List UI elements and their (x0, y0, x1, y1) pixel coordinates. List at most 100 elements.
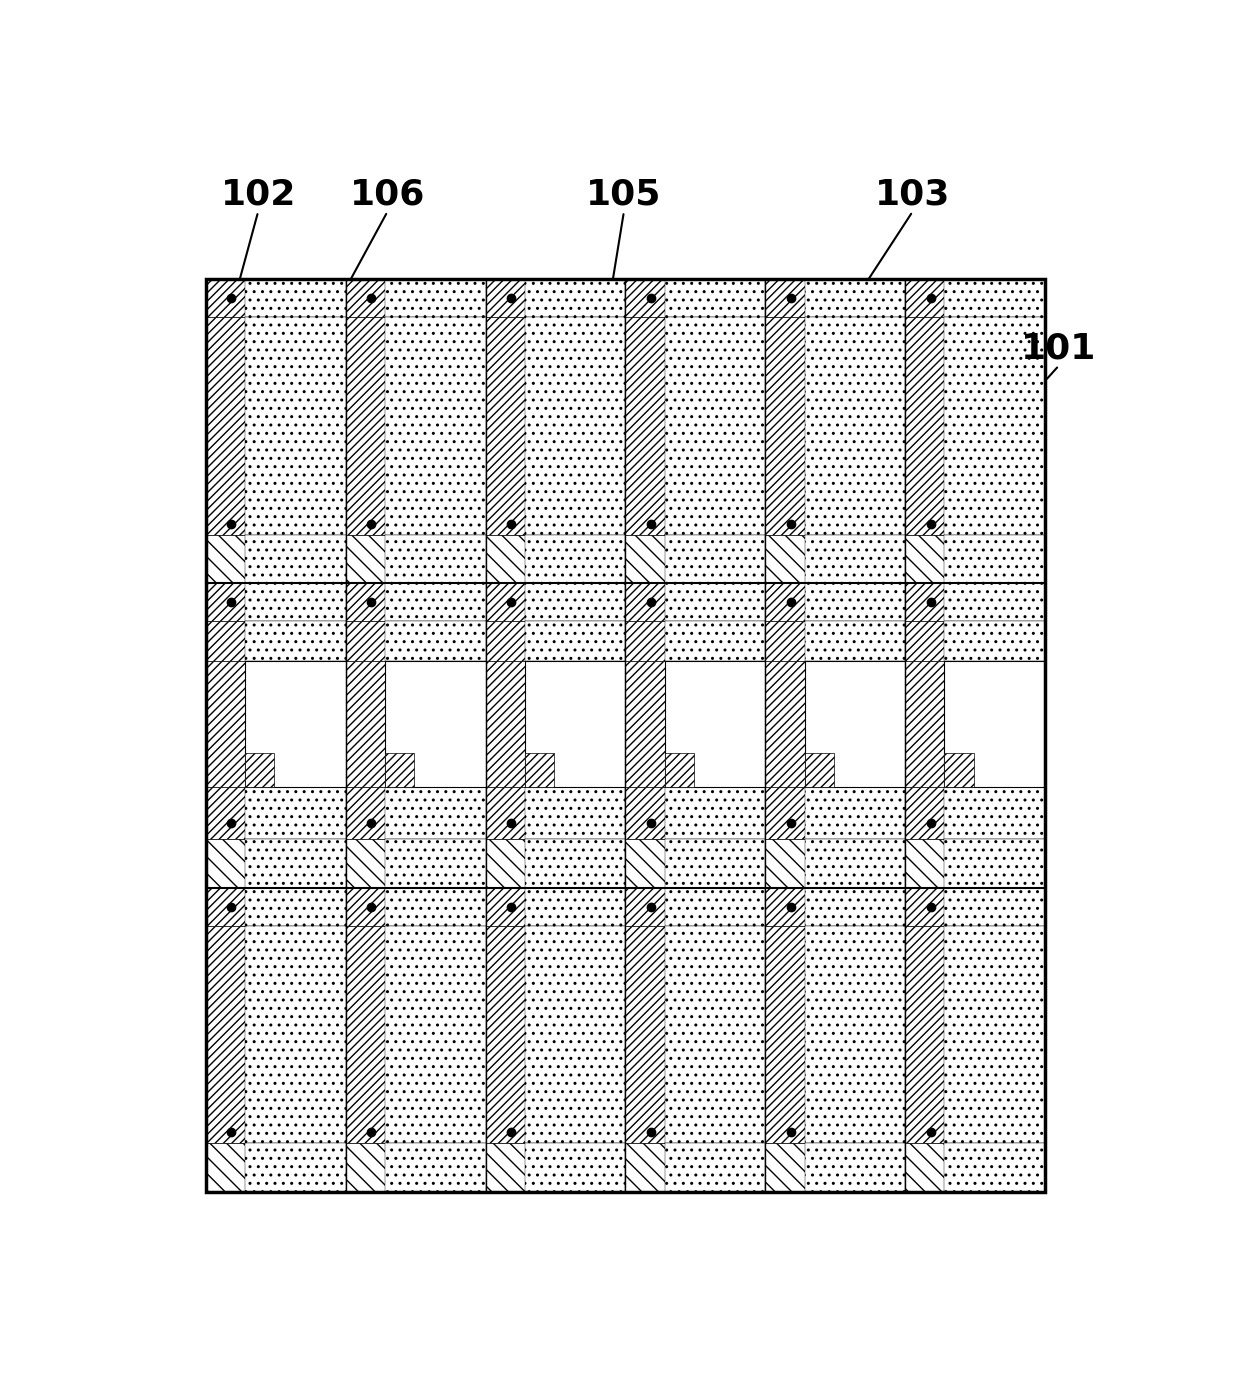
Bar (905, 661, 945, 786)
Bar (206, 839, 246, 888)
Bar (346, 925, 384, 1143)
Text: 105: 105 (587, 178, 662, 212)
Bar (765, 925, 805, 1143)
Bar (665, 317, 765, 534)
Bar (945, 280, 1045, 317)
Bar (525, 786, 625, 839)
Bar (206, 280, 246, 317)
Bar (246, 753, 274, 786)
Bar (805, 925, 905, 1143)
Bar (384, 753, 414, 786)
Bar (346, 584, 384, 621)
Bar (206, 584, 246, 621)
Bar (206, 925, 246, 1143)
Bar (525, 888, 625, 925)
Bar (486, 621, 525, 661)
Bar (945, 621, 1045, 661)
Bar (805, 534, 905, 584)
Bar (625, 1143, 665, 1191)
Text: 106: 106 (350, 178, 425, 212)
Bar (665, 753, 694, 786)
Bar (346, 317, 384, 534)
Bar (625, 786, 665, 839)
Bar (945, 661, 1045, 786)
Bar (384, 584, 486, 621)
Bar (384, 839, 486, 888)
Bar (246, 925, 346, 1143)
Bar (246, 661, 346, 786)
Bar (765, 534, 805, 584)
Bar (486, 925, 525, 1143)
Text: 103: 103 (875, 178, 950, 212)
Bar (206, 786, 246, 839)
Bar (665, 280, 765, 317)
Bar (486, 584, 525, 621)
Bar (665, 786, 765, 839)
Bar (206, 534, 246, 584)
Bar (246, 888, 346, 925)
Bar (905, 280, 945, 317)
Bar (346, 1143, 384, 1191)
Bar (905, 786, 945, 839)
Bar (945, 888, 1045, 925)
Bar (905, 839, 945, 888)
Bar (765, 661, 805, 786)
Bar (625, 317, 665, 534)
Bar (525, 1143, 625, 1191)
Bar (625, 839, 665, 888)
Bar (384, 317, 486, 534)
Bar (486, 839, 525, 888)
Bar (525, 621, 625, 661)
Bar (765, 786, 805, 839)
Bar (384, 661, 486, 786)
Bar (246, 1143, 346, 1191)
Bar (346, 888, 384, 925)
Bar (525, 661, 625, 786)
Bar (625, 661, 665, 786)
Bar (346, 534, 384, 584)
Bar (346, 786, 384, 839)
Bar (805, 280, 905, 317)
Bar (625, 925, 665, 1143)
Bar (384, 925, 486, 1143)
Bar (805, 888, 905, 925)
Bar (486, 534, 525, 584)
Bar (246, 621, 346, 661)
Bar (486, 280, 525, 317)
Bar (665, 534, 765, 584)
Bar (246, 534, 346, 584)
Bar (765, 621, 805, 661)
Bar (905, 534, 945, 584)
Bar (625, 584, 665, 621)
Bar (665, 839, 765, 888)
Bar (805, 839, 905, 888)
Bar (384, 280, 486, 317)
Bar (206, 280, 1045, 1191)
Bar (665, 888, 765, 925)
Bar (525, 584, 625, 621)
Bar (486, 661, 525, 786)
Bar (384, 621, 486, 661)
Bar (665, 661, 765, 786)
Bar (945, 786, 1045, 839)
Bar (765, 317, 805, 534)
Bar (246, 839, 346, 888)
Bar (765, 888, 805, 925)
Bar (246, 317, 346, 534)
Bar (945, 753, 973, 786)
Bar (525, 839, 625, 888)
Bar (206, 661, 246, 786)
Bar (384, 888, 486, 925)
Bar (346, 661, 384, 786)
Bar (805, 661, 905, 786)
Bar (905, 584, 945, 621)
Bar (665, 584, 765, 621)
Bar (206, 280, 1045, 584)
Bar (525, 925, 625, 1143)
Bar (206, 888, 246, 925)
Bar (384, 534, 486, 584)
Text: 101: 101 (1022, 332, 1096, 365)
Bar (625, 534, 665, 584)
Bar (346, 280, 384, 317)
Bar (525, 534, 625, 584)
